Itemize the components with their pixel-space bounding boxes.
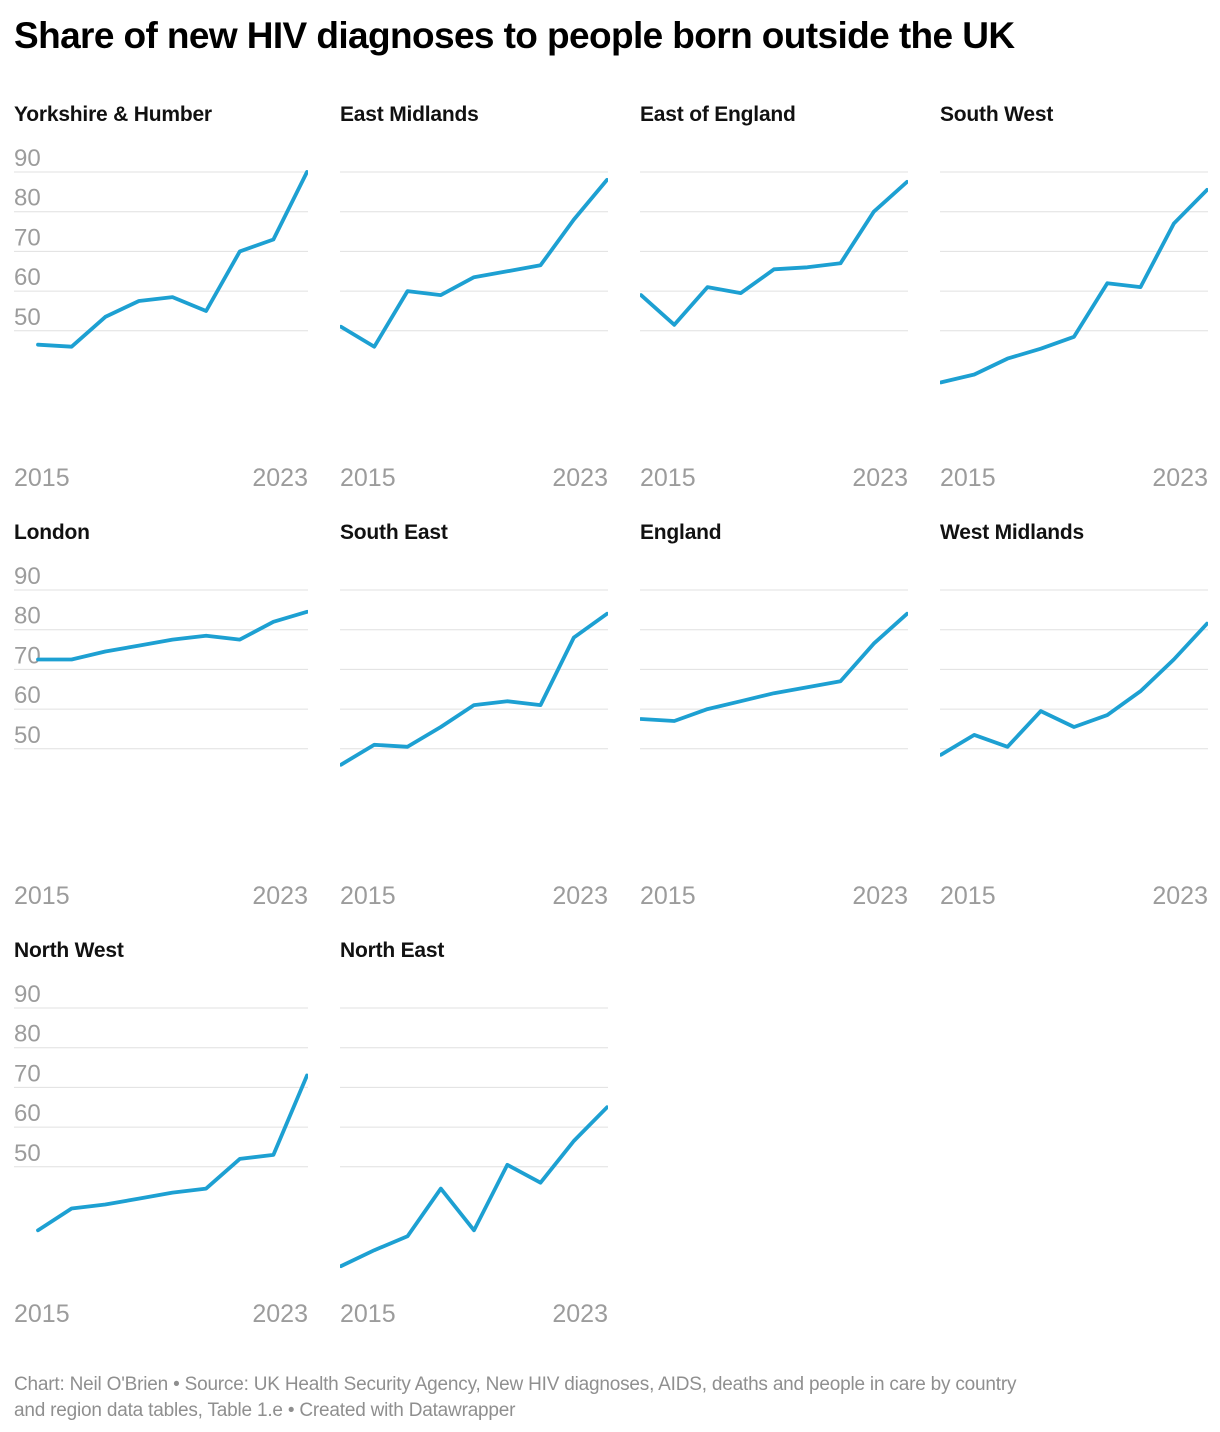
x-tick-label-start: 2015 [340,882,396,908]
data-line [36,1073,308,1233]
chart-cell-yorkshire-humber: Yorkshire & Humber 90 80 70 60 50 2015 2023 [14,102,308,490]
sparkline-svg: 2015 2023 [640,589,908,908]
x-tick-label-start: 2015 [340,464,396,490]
x-tick-label-end: 2023 [252,882,308,908]
sparkline-svg: 2015 2023 [940,589,1208,908]
x-tick-label-start: 2015 [14,882,70,908]
y-tick-label: 70 [14,1060,41,1087]
chart-cell-south-east: South East 2015 2023 [340,520,608,908]
charts-grid: Yorkshire & Humber 90 80 70 60 50 2015 2023 East… [14,102,1220,1326]
x-tick-label-end: 2023 [1152,882,1208,908]
data-line [36,170,308,349]
x-tick-label-end: 2023 [552,882,608,908]
chart-cell-england: England 2015 2023 [640,520,908,908]
y-tick-label: 60 [14,682,41,709]
y-tick-label: 90 [14,145,41,172]
sparkline-svg: 2015 2023 [340,171,608,490]
data-line [640,180,908,327]
footer-line-2: and region data tables, Table 1.e • Crea… [14,1400,516,1421]
y-tick-label: 50 [14,1140,41,1167]
region-title: London [14,521,90,544]
data-line [940,621,1208,757]
y-tick-label: 70 [14,642,41,669]
region-title: Yorkshire & Humber [14,103,212,126]
y-tick-label: 80 [14,1021,41,1048]
chart-cell-north-east: North East 2015 2023 [340,938,608,1326]
data-line [340,611,608,767]
y-tick-label: 50 [14,304,41,331]
sparkline-svg: 2015 2023 [640,171,908,490]
x-tick-label-start: 2015 [940,464,996,490]
x-tick-label-start: 2015 [14,464,70,490]
page-header: Share of new HIV diagnoses to people bor… [0,0,1220,57]
x-tick-label-end: 2023 [252,464,308,490]
chart-cell-east-midlands: East Midlands 2015 2023 [340,102,608,490]
y-tick-label: 50 [14,722,41,749]
x-tick-label-start: 2015 [940,882,996,908]
y-tick-label: 90 [14,563,41,590]
data-line [640,611,908,723]
sparkline-svg: 2015 2023 [340,1007,608,1326]
x-tick-label-end: 2023 [852,464,908,490]
x-tick-label-end: 2023 [852,882,908,908]
x-tick-label-end: 2023 [1152,464,1208,490]
region-title: England [640,521,722,544]
region-title: East Midlands [340,103,479,126]
data-line [340,1105,608,1269]
region-title: North East [340,939,445,962]
sparkline-svg: 90 80 70 60 50 2015 2023 [14,981,308,1326]
chart-cell-east-of-england: East of England 2015 2023 [640,102,908,490]
chart-cell-london: London 90 80 70 60 50 2015 2023 [14,520,308,908]
y-tick-label: 90 [14,981,41,1008]
x-tick-label-end: 2023 [552,1300,608,1326]
sparkline-svg: 2015 2023 [340,589,608,908]
region-title: South East [340,521,448,544]
data-line [940,188,1208,385]
x-tick-label-start: 2015 [640,464,696,490]
data-line [340,178,608,349]
region-title: East of England [640,103,796,126]
page-title: Share of new HIV diagnoses to people bor… [14,15,1015,56]
y-tick-label: 60 [14,264,41,291]
region-title: West Midlands [940,521,1085,544]
y-tick-label: 70 [14,224,41,251]
sparkline-svg: 90 80 70 60 50 2015 2023 [14,563,308,908]
chart-cell-south-west: South West 2015 2023 [940,102,1208,490]
sparkline-svg: 2015 2023 [940,171,1208,490]
region-title: South West [940,103,1054,126]
y-tick-label: 80 [14,185,41,212]
chart-cell-west-midlands: West Midlands 2015 2023 [940,520,1208,908]
x-tick-label-start: 2015 [14,1300,70,1326]
chart-cell-north-west: North West 90 80 70 60 50 2015 2023 [14,938,308,1326]
x-tick-label-start: 2015 [640,882,696,908]
region-title: North West [14,939,124,962]
x-tick-label-end: 2023 [552,464,608,490]
y-tick-label: 80 [14,603,41,630]
footer-line-1: Chart: Neil O'Brien • Source: UK Health … [14,1374,1017,1395]
x-tick-label-start: 2015 [340,1300,396,1326]
data-line [36,609,308,662]
x-tick-label-end: 2023 [252,1300,308,1326]
chart-footer: Chart: Neil O'Brien • Source: UK Health … [0,1372,1220,1424]
sparkline-svg: 90 80 70 60 50 2015 2023 [14,145,308,490]
y-tick-label: 60 [14,1100,41,1127]
